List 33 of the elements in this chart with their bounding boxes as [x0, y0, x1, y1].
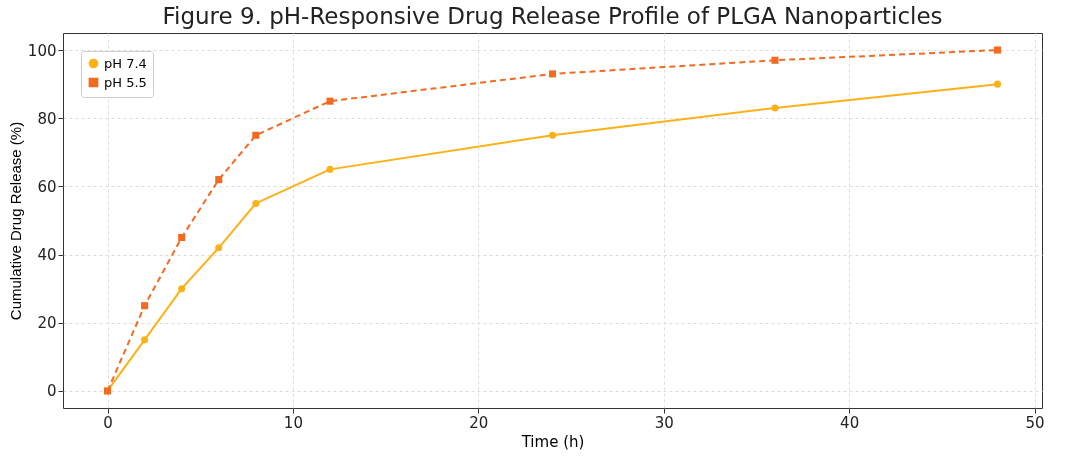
point: [178, 234, 186, 242]
legend-label: pH 5.5: [104, 74, 147, 90]
x-tick-label: 10: [283, 413, 303, 432]
point: [178, 285, 186, 293]
x-tick-label: 40: [840, 413, 860, 432]
point: [141, 336, 149, 344]
y-tick-label: 0: [46, 382, 57, 401]
point: [215, 244, 223, 252]
point: [771, 104, 779, 112]
point: [215, 176, 223, 184]
y-tick-label: 20: [37, 314, 57, 333]
point: [993, 46, 1002, 54]
chart-title: Figure 9. pH-Responsive Drug Release Profile of PLGA Nanoparticles: [162, 3, 943, 29]
y-tick-label: 60: [37, 177, 57, 196]
x-tick-label: 30: [654, 413, 674, 432]
point: [771, 56, 779, 64]
y-tick-label: 80: [37, 109, 57, 128]
x-tick-label: 50: [1025, 413, 1045, 432]
point: [252, 199, 260, 207]
x-tick-label: 20: [469, 413, 489, 432]
y-axis-title: Cumulative Drug Release (%): [6, 121, 24, 321]
point: [141, 302, 149, 310]
point: [252, 131, 260, 139]
point: [548, 131, 557, 139]
legend-label: pH 7.4: [104, 55, 147, 71]
point: [993, 80, 1002, 88]
y-tick-label: 100: [27, 41, 57, 60]
point: [326, 97, 334, 105]
point: [326, 165, 334, 173]
x-tick-label: 0: [103, 413, 113, 432]
y-tick-label: 40: [37, 246, 57, 265]
point: [548, 70, 557, 78]
x-axis-title: Time (h): [520, 432, 585, 451]
